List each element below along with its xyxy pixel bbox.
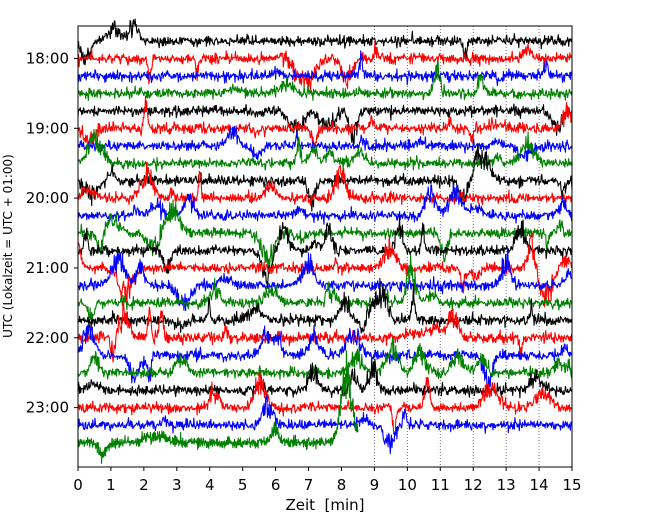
trace-line — [78, 95, 572, 148]
y-tick-label: 20:00 — [26, 189, 69, 207]
trace-line — [78, 41, 572, 92]
x-tick-label: 6 — [271, 476, 281, 494]
x-tick-label: 7 — [304, 476, 314, 494]
x-tick-label: 4 — [205, 476, 215, 494]
trace-line — [78, 277, 572, 334]
y-tick-label: 23:00 — [26, 399, 69, 417]
trace-line — [78, 18, 572, 66]
x-tick-label: 13 — [497, 476, 516, 494]
x-tick-label: 2 — [139, 476, 149, 494]
trace-group — [78, 18, 572, 464]
x-tick-label: 11 — [431, 476, 450, 494]
x-tick-label: 0 — [73, 476, 83, 494]
trace-line — [78, 248, 572, 312]
trace-line — [78, 370, 572, 437]
x-axis: 0 1 2 3 4 5 6 7 8 9 10 11 12 13 14 15 — [73, 467, 582, 494]
plot-frame — [77, 25, 573, 468]
trace-line — [78, 357, 572, 399]
y-tick-label: 18:00 — [26, 49, 69, 67]
x-tick-label: 3 — [172, 476, 182, 494]
trace-line — [78, 183, 572, 225]
trace-line — [78, 60, 572, 101]
trace-line — [78, 394, 572, 455]
trace-line — [78, 301, 572, 363]
trace-line — [78, 338, 572, 380]
x-tick-label: 12 — [464, 476, 483, 494]
trace-line — [78, 230, 572, 308]
trace-line — [78, 324, 572, 393]
x-tick-label: 14 — [530, 476, 549, 494]
x-tick-label: 5 — [238, 476, 248, 494]
trace-line — [78, 350, 359, 464]
trace-line — [78, 128, 572, 172]
x-tick-label: 1 — [106, 476, 116, 494]
trace-line — [78, 143, 572, 212]
trace-line — [78, 199, 572, 271]
trace-line — [78, 126, 572, 162]
trace-line — [78, 161, 572, 207]
x-tick-label: 15 — [562, 476, 581, 494]
x-axis-label: Zeit [min] — [285, 496, 364, 514]
trace-line — [78, 50, 572, 87]
trace-line — [78, 253, 572, 325]
x-tick-label: 9 — [370, 476, 380, 494]
y-tick-label: 19:00 — [26, 119, 69, 137]
y-axis-label: UTC (Lokalzeit = UTC + 01:00) — [1, 154, 15, 338]
x-tick-label: 8 — [337, 476, 347, 494]
y-tick-label: 21:00 — [26, 259, 69, 277]
y-axis: 18:00 19:00 20:00 21:00 22:00 23:00 — [26, 49, 78, 417]
x-tick-label: 10 — [398, 476, 417, 494]
y-tick-label: 22:00 — [26, 329, 69, 347]
trace-line — [78, 216, 572, 287]
